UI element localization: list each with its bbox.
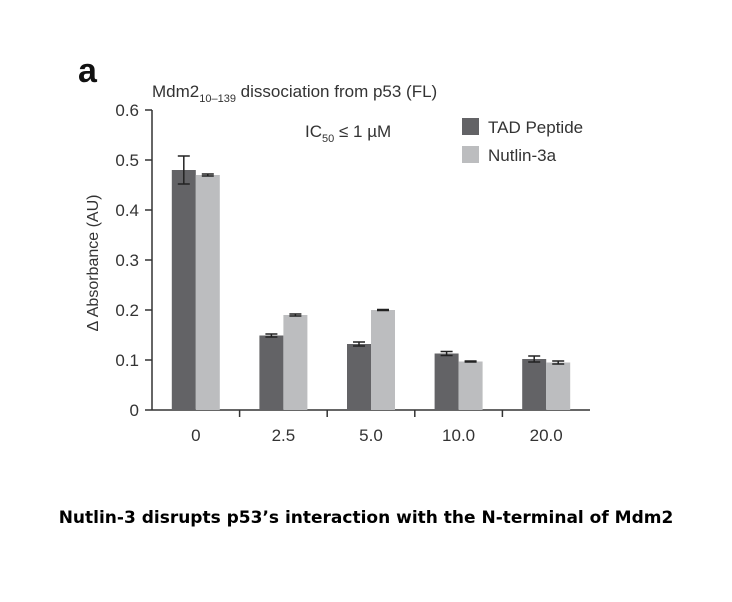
bar-nutlin-3a	[371, 310, 395, 410]
bar-nutlin-3a	[546, 362, 571, 410]
bar-tad-peptide	[347, 344, 371, 410]
y-tick-label: 0.2	[115, 301, 139, 320]
y-tick-label: 0.4	[115, 201, 139, 220]
y-tick-label: 0.1	[115, 351, 139, 370]
ic50-annotation: IC50 ≤ 1 µM	[305, 122, 391, 145]
legend-swatch	[462, 146, 479, 163]
x-tick-label: 20.0	[530, 426, 563, 445]
y-tick-label: 0	[130, 401, 139, 420]
x-tick-label: 10.0	[442, 426, 475, 445]
figure-caption: Nutlin-3 disrupts p53’s interaction with…	[58, 508, 674, 528]
bar-tad-peptide	[434, 353, 459, 410]
bar-chart: a Mdm210–139 dissociation from p53 (FL) …	[78, 52, 590, 445]
legend-label: Nutlin-3a	[488, 146, 557, 165]
legend-swatch	[462, 118, 479, 135]
bar-tad-peptide	[259, 335, 284, 410]
title-subscript: 10–139	[199, 93, 236, 105]
y-tick-label: 0.3	[115, 251, 139, 270]
panel-letter: a	[78, 52, 98, 90]
ic50-subscript: 50	[322, 133, 334, 145]
ic50-text: IC	[305, 122, 322, 141]
y-axis-label: Δ Absorbance (AU)	[85, 195, 102, 332]
bar-tad-peptide	[522, 359, 547, 410]
chart-title: Mdm210–139 dissociation from p53 (FL)	[152, 82, 437, 105]
legend-label: TAD Peptide	[488, 118, 583, 137]
y-tick-label: 0.5	[115, 151, 139, 170]
bar-nutlin-3a	[195, 175, 220, 410]
bar-nutlin-3a	[458, 361, 483, 410]
ic50-value: ≤ 1 µM	[334, 122, 391, 141]
title-main: Mdm2	[152, 82, 199, 101]
bar-nutlin-3a	[283, 315, 308, 410]
title-rest: dissociation from p53 (FL)	[236, 82, 437, 101]
x-tick-label: 0	[191, 426, 200, 445]
bar-tad-peptide	[171, 170, 196, 410]
x-tick-label: 2.5	[272, 426, 296, 445]
y-tick-label: 0.6	[115, 101, 139, 120]
x-tick-label: 5.0	[359, 426, 383, 445]
